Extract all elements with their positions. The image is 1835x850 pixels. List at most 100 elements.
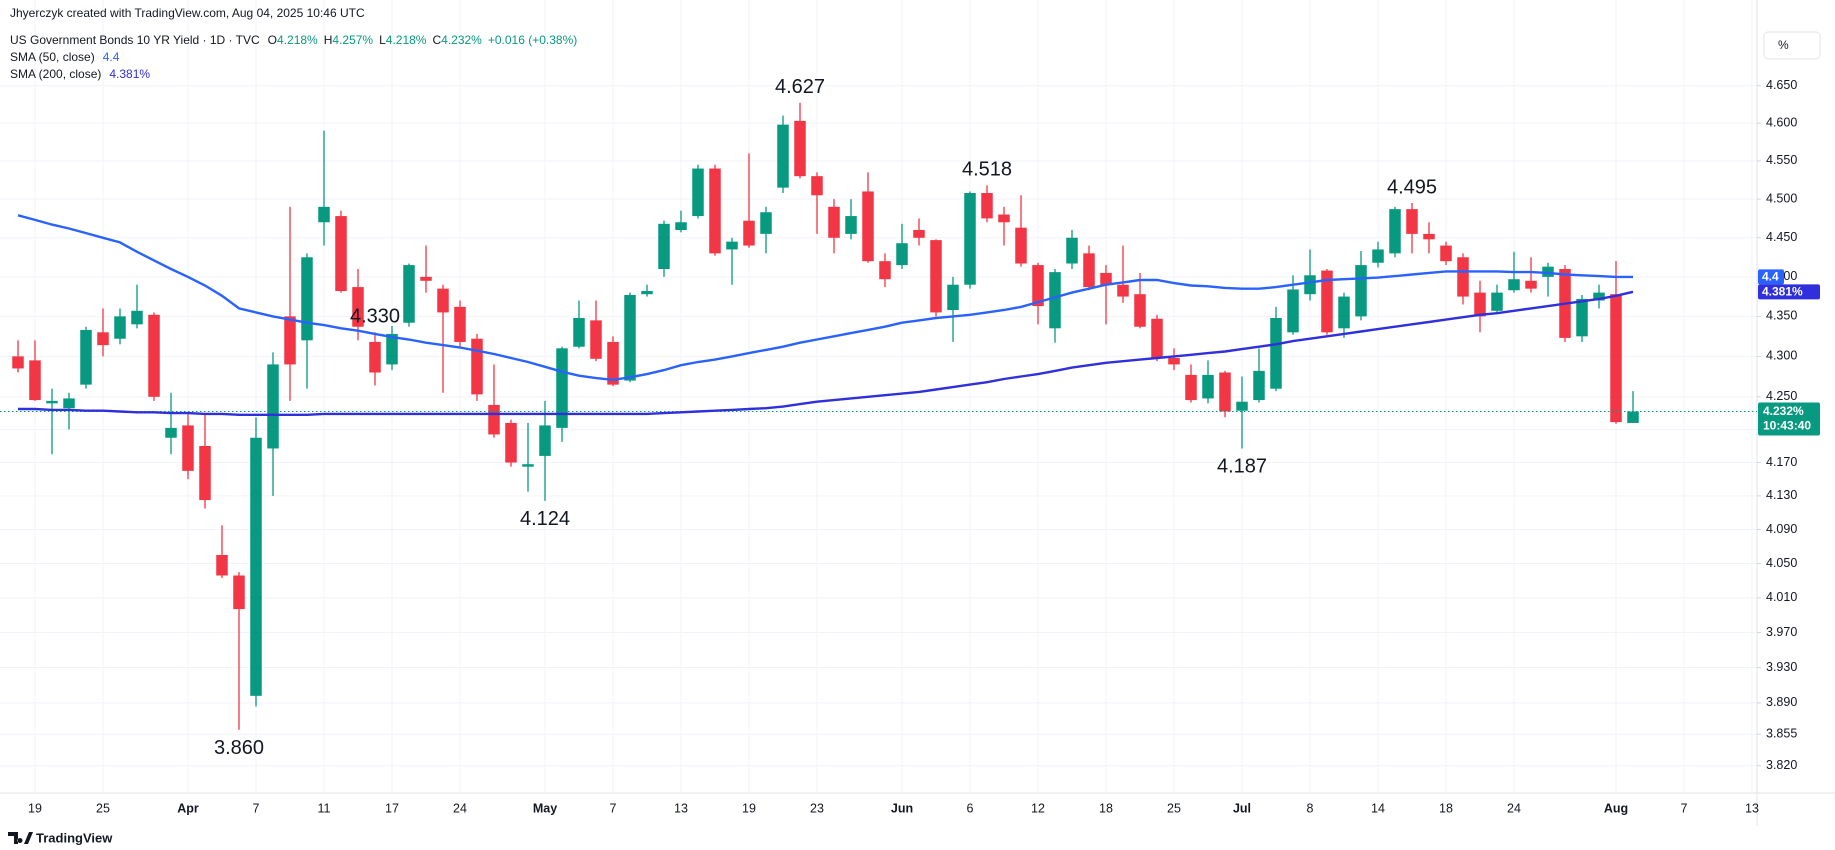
candle-body [250, 437, 262, 696]
candle-body [692, 168, 704, 217]
candle-body [947, 284, 959, 311]
price-annotation: 4.627 [775, 76, 825, 98]
indicator-price-tag [1758, 269, 1784, 285]
candle-body [437, 288, 449, 313]
candle-body [505, 422, 517, 463]
candle-body [454, 306, 466, 342]
x-tick-label: 13 [1745, 801, 1759, 815]
attribution: Jhyerczyk created with TradingView.com, … [10, 6, 365, 20]
candle-body [1389, 209, 1401, 254]
candle-body [97, 332, 109, 346]
candle-body [1185, 374, 1197, 401]
candle-body [1236, 401, 1248, 411]
candle-body [1168, 357, 1180, 365]
candle-body [1406, 209, 1418, 234]
y-tick-label: 4.550 [1766, 153, 1797, 167]
y-tick-label: 4.010 [1766, 590, 1797, 604]
candle-body [539, 425, 551, 456]
y-tick-label: 4.130 [1766, 488, 1797, 502]
indicator-legend: SMA (200, close) 4.381% [10, 67, 150, 81]
candle-body [1202, 374, 1214, 399]
x-tick-label: 25 [1167, 801, 1181, 815]
candle-body [1372, 249, 1384, 263]
x-tick-label: 12 [1031, 801, 1045, 815]
candle-body [199, 445, 211, 501]
x-tick-label: May [533, 801, 557, 815]
price-axis: 4.6504.6004.5504.5004.4504.4004.3504.300… [28, 78, 1820, 815]
candle-body [964, 192, 976, 285]
price-annotation: 4.330 [350, 306, 400, 328]
y-tick-label: 4.050 [1766, 556, 1797, 570]
y-tick-label: 4.650 [1766, 78, 1797, 92]
candle-body [131, 310, 143, 325]
ohlc-value: 4.218% [386, 33, 427, 47]
candle-body [1627, 411, 1639, 423]
candle-body [233, 575, 245, 610]
y-tick-label: 4.170 [1766, 455, 1797, 469]
x-tick-label: 24 [1507, 801, 1521, 815]
candle-body [80, 329, 92, 385]
candle-body [794, 120, 806, 177]
candle-body [1491, 292, 1503, 311]
candle-body [216, 554, 228, 576]
candle-body [29, 360, 41, 401]
x-tick-label: 7 [610, 801, 617, 815]
candle-body [607, 341, 619, 385]
candle-body [335, 216, 347, 292]
scale-button-label[interactable]: % [1778, 38, 1789, 52]
candle-body [46, 400, 58, 404]
candle-body [369, 341, 381, 373]
change: +0.016 (+0.38%) [488, 33, 577, 47]
x-tick-label: 11 [318, 801, 331, 815]
candle-body [522, 464, 534, 467]
y-tick-label: 3.970 [1766, 625, 1797, 639]
scale-button[interactable]: % [1763, 31, 1821, 60]
x-tick-label: 13 [674, 801, 688, 815]
indicator-price-tag-label: 4.4 [1762, 270, 1779, 284]
candle-body [1474, 292, 1486, 317]
candle-body [1287, 289, 1299, 333]
candle-body [182, 425, 194, 471]
plot-area: 4.627 4.518 4.495 3.860 4.124 4.187 4.330 [0, 76, 1757, 759]
ohlc-value: 4.232% [441, 33, 482, 47]
x-tick-label: Jul [1233, 801, 1251, 815]
x-tick-label: 7 [1681, 801, 1688, 815]
y-tick-label: 4.350 [1766, 309, 1797, 323]
x-tick-label: Aug [1604, 801, 1628, 815]
candle-body [1219, 372, 1231, 412]
candle-body [1423, 233, 1435, 240]
logo-text: TradingView [36, 830, 113, 845]
candle-body [114, 316, 126, 339]
candle-body [1066, 237, 1078, 264]
x-tick-label: 23 [810, 801, 824, 815]
candle-body [1049, 272, 1061, 329]
candle-body [998, 214, 1010, 223]
y-tick-label: 4.500 [1766, 191, 1797, 205]
candle-body [1610, 294, 1622, 423]
candle-body [318, 206, 330, 223]
candle-body [760, 212, 772, 234]
symbol: US Government Bonds 10 YR Yield · 1D · T… [10, 33, 260, 47]
ohlc-value: 4.257% [332, 33, 373, 47]
candle-body [471, 338, 483, 395]
y-tick-label: 4.250 [1766, 389, 1797, 403]
candle-body [63, 398, 75, 409]
price-annotation: 4.187 [1217, 456, 1267, 478]
y-tick-label: 4.300 [1766, 349, 1797, 363]
ohlc-letter: L [379, 33, 386, 47]
ohlc-letter: H [324, 33, 333, 47]
price-annotation: 3.860 [214, 737, 264, 759]
x-tick-label: 6 [967, 801, 974, 815]
candle-body [879, 261, 891, 280]
x-tick-label: 18 [1099, 801, 1113, 815]
candle-body [403, 265, 415, 323]
candle-body [777, 124, 789, 188]
scale-button-frame[interactable] [1763, 31, 1821, 60]
candle-body [1593, 292, 1605, 301]
logo-icon [8, 832, 33, 844]
x-tick-label: 19 [742, 801, 756, 815]
x-tick-label: Apr [177, 801, 199, 815]
indicator-value: 4.381% [109, 67, 150, 81]
